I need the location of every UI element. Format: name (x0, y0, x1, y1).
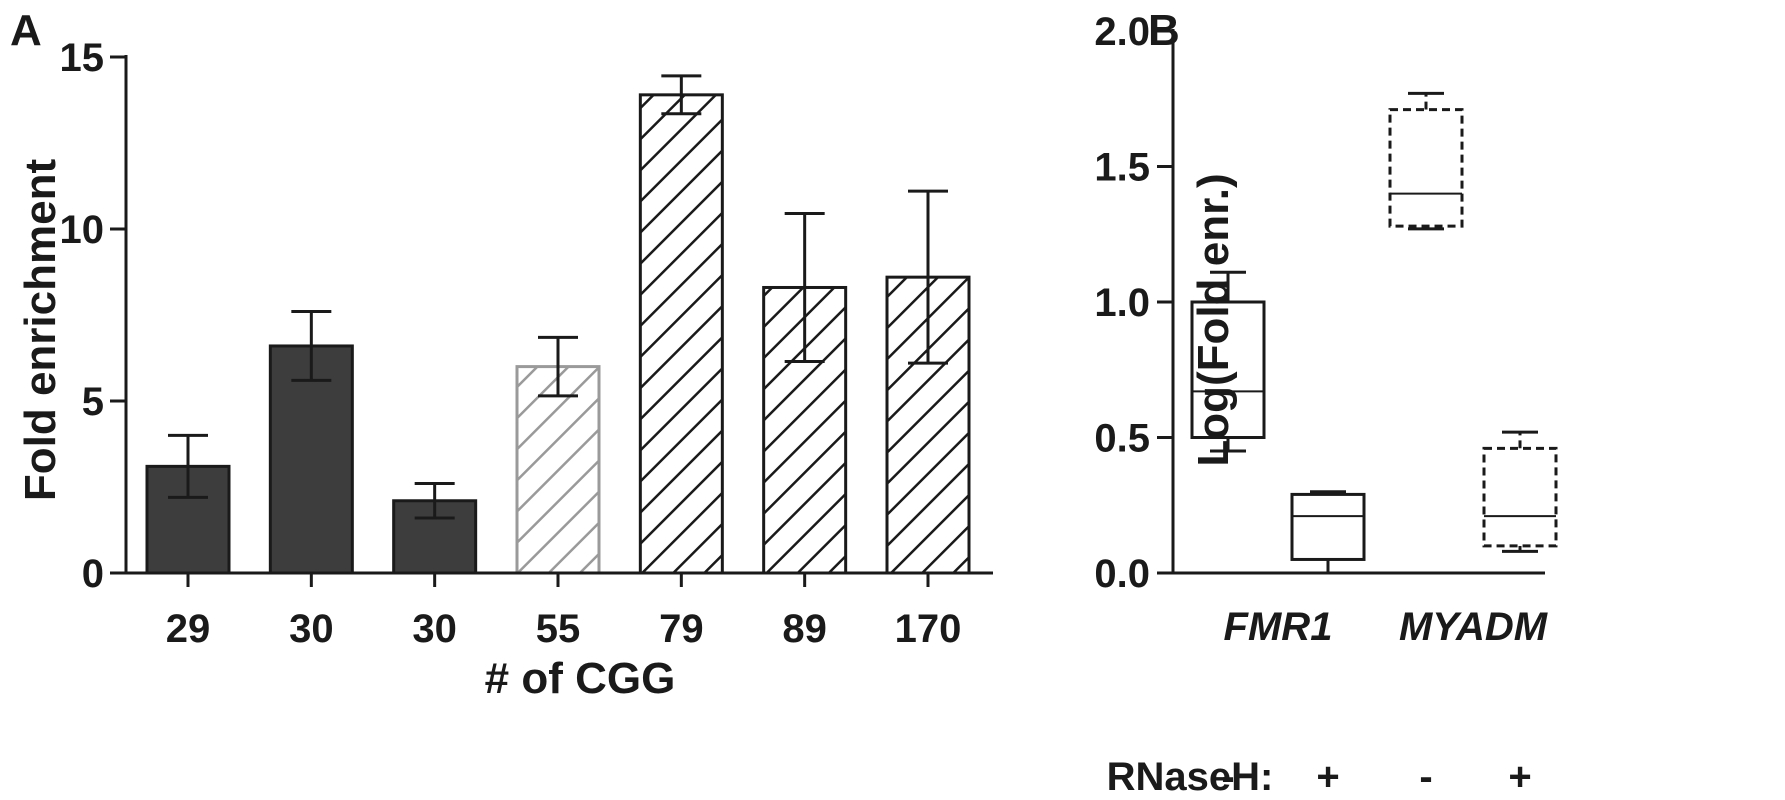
group-label-myadm: MYADM (1399, 605, 1549, 649)
x-tick-label-a: 30 (289, 607, 334, 651)
condition-sign: - (1221, 755, 1234, 799)
y-axis-title-b: Log(Fold enr.) (1189, 173, 1238, 466)
x-tick-label-a: 29 (166, 607, 211, 651)
condition-sign: - (1419, 755, 1432, 799)
error-bar-5 (661, 74, 702, 116)
y-tick-label-b: 2.0 (1094, 10, 1150, 54)
y-tick-label-a: 10 (60, 208, 105, 252)
y-tick-label-b: 1.0 (1094, 281, 1150, 325)
x-tick-label-a: 89 (782, 607, 827, 651)
y-axis-title-a: Fold enrichment (16, 159, 65, 502)
group-label-fmr1: FMR1 (1224, 605, 1333, 649)
chart-a: 29 30 30 55 79 89 170 0 5 10 15 (60, 36, 993, 651)
condition-sign: + (1316, 755, 1339, 799)
condition-label: RNaseH: (1107, 755, 1274, 799)
box-4 (1482, 430, 1558, 553)
error-bar-3 (414, 482, 455, 520)
box-1 (1190, 270, 1266, 453)
x-axis-title-a: # of CGG (485, 654, 676, 703)
condition-sign: + (1508, 755, 1531, 799)
y-tick-label-a: 15 (60, 36, 105, 80)
error-bar-7 (908, 189, 948, 365)
x-tick-label-a: 55 (536, 607, 581, 651)
y-tick-label-a: 5 (82, 380, 104, 424)
box-3 (1388, 91, 1464, 231)
panel-label-a: A (10, 6, 42, 55)
error-bar-6 (784, 212, 825, 363)
bar-5 (638, 93, 724, 575)
chart-b: - + - +0.0 0.5 1.0 1.5 2.0 FMR1 MYADM (1094, 10, 1558, 799)
x-tick-label-a: 79 (659, 607, 704, 651)
bar-6 (762, 285, 848, 575)
x-tick-label-a: 30 (412, 607, 457, 651)
y-tick-label-b: 1.5 (1094, 146, 1150, 190)
x-tick-label-a: 170 (895, 607, 962, 651)
y-tick-label-b: 0.5 (1094, 417, 1150, 461)
y-tick-label-b: 0.0 (1094, 552, 1150, 596)
error-bar-2 (291, 310, 332, 382)
bar-4 (515, 365, 601, 575)
error-bar-4 (538, 335, 578, 398)
y-tick-label-a: 0 (82, 552, 104, 596)
box-2 (1290, 490, 1366, 575)
error-bar-1 (168, 433, 208, 499)
